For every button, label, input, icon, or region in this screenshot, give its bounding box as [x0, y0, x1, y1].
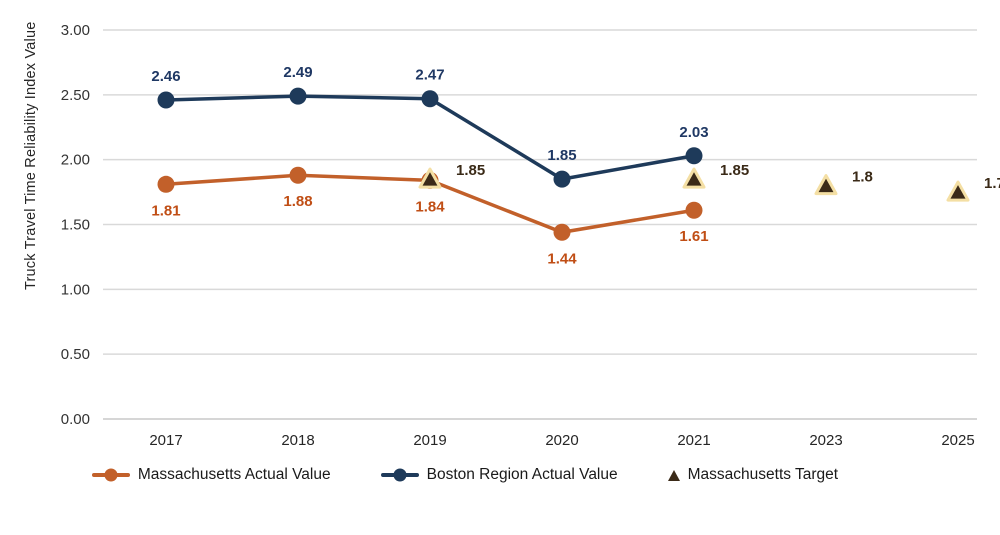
data-label-massachusetts-target-2025: 1.75 [984, 175, 1000, 192]
y-tick-label: 3.00 [61, 22, 90, 39]
series-line-boston-region-actual-value [165, 94, 695, 181]
data-label-massachusetts-target-2021: 1.85 [720, 162, 749, 179]
dot-icon [393, 468, 407, 482]
data-label-massachusetts-target-2019: 1.85 [456, 162, 485, 179]
data-label-massachusetts-actual-value-2017: 1.81 [151, 202, 180, 219]
legend-item-massachusetts-actual: Massachusetts Actual Value [91, 466, 331, 484]
y-tick-label: 0.00 [61, 411, 90, 428]
chart-plot-area: 3.00 2.50 2.00 1.50 1.00 0.50 0.00 2017 2018 2019… [61, 22, 1000, 449]
dot-icon [104, 468, 118, 482]
x-tick-label-2020: 2020 [545, 432, 578, 449]
legend-item-boston-region-actual: Boston Region Actual Value [380, 466, 618, 484]
data-point-boston-region-actual-value-2021 [685, 147, 703, 165]
line-dot-swatch-icon [91, 468, 130, 482]
triangle-swatch-icon [667, 469, 680, 481]
data-label-massachusetts-actual-value-2018: 1.88 [283, 193, 312, 210]
data-label-boston-region-actual-value-2020: 1.85 [547, 147, 576, 164]
x-tick-label-2018: 2018 [281, 432, 314, 449]
chart-legend: Massachusetts Actual Value Boston Region… [0, 466, 930, 484]
y-tick-label: 1.00 [61, 281, 90, 298]
data-point-boston-region-actual-value-2019 [421, 90, 439, 108]
data-point-boston-region-actual-value-2020 [553, 170, 571, 188]
x-tick-label-2025: 2025 [941, 432, 974, 449]
data-point-massachusetts-actual-value-2017 [157, 175, 175, 193]
data-label-boston-region-actual-value-2019: 2.47 [415, 67, 444, 84]
x-tick-label-2021: 2021 [677, 432, 710, 449]
legend-label-boston-region-actual: Boston Region Actual Value [426, 466, 618, 483]
target-triangle-marker-2021 [682, 167, 706, 189]
legend-item-massachusetts-target: Massachusetts Target [667, 466, 839, 484]
data-label-massachusetts-actual-value-2020: 1.44 [547, 250, 577, 267]
data-label-massachusetts-actual-value-2021: 1.61 [679, 228, 708, 245]
data-label-massachusetts-actual-value-2019: 1.84 [415, 198, 445, 215]
legend-label-massachusetts-target: Massachusetts Target [687, 466, 839, 483]
y-tick-label: 2.00 [61, 152, 90, 169]
y-tick-label: 2.50 [61, 87, 90, 104]
data-point-boston-region-actual-value-2017 [157, 91, 175, 109]
target-triangle-marker-2023 [814, 174, 838, 196]
data-label-boston-region-actual-value-2017: 2.46 [151, 68, 180, 85]
legend-label-massachusetts-actual: Massachusetts Actual Value [137, 466, 331, 483]
data-point-boston-region-actual-value-2018 [289, 87, 307, 105]
line-dot-swatch-icon [380, 468, 419, 482]
data-label-massachusetts-target-2023: 1.8 [852, 169, 873, 186]
data-point-massachusetts-actual-value-2020 [553, 223, 571, 241]
x-tick-label-2023: 2023 [809, 432, 842, 449]
x-tick-label-2019: 2019 [413, 432, 446, 449]
y-tick-label: 0.50 [61, 346, 90, 363]
target-triangle-marker-2025 [946, 180, 970, 202]
data-point-massachusetts-actual-value-2018 [289, 166, 307, 184]
data-point-massachusetts-actual-value-2021 [685, 201, 703, 219]
y-tick-label: 1.50 [61, 217, 90, 234]
target-triangle-marker-2019 [418, 167, 442, 189]
x-tick-label-2017: 2017 [149, 432, 182, 449]
data-label-boston-region-actual-value-2021: 2.03 [679, 124, 708, 141]
data-label-boston-region-actual-value-2018: 2.49 [283, 64, 312, 81]
